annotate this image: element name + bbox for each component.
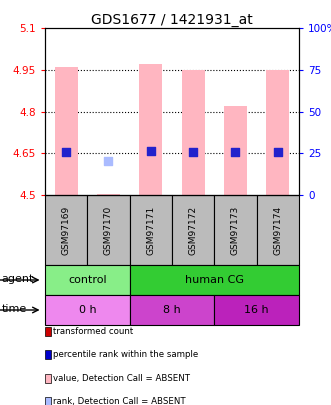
Text: agent: agent: [2, 273, 34, 283]
Bar: [45, 295, 130, 325]
Text: GSM97173: GSM97173: [231, 205, 240, 255]
Bar: [130, 195, 172, 265]
Text: control: control: [68, 275, 107, 285]
Text: GSM97169: GSM97169: [62, 205, 71, 255]
Text: transformed count: transformed count: [53, 326, 133, 336]
Bar: [45, 195, 87, 265]
Bar: [97, 194, 120, 195]
Text: percentile rank within the sample: percentile rank within the sample: [53, 350, 198, 359]
Point: [233, 149, 238, 155]
Bar: [87, 195, 130, 265]
Point: [191, 148, 196, 155]
Title: GDS1677 / 1421931_at: GDS1677 / 1421931_at: [91, 13, 253, 27]
Bar: [172, 195, 214, 265]
Bar: [130, 265, 299, 295]
Text: GSM97171: GSM97171: [146, 205, 155, 255]
Text: time: time: [2, 303, 27, 313]
Text: GSM97170: GSM97170: [104, 205, 113, 255]
Bar: [266, 70, 290, 195]
Point: [148, 147, 154, 154]
Bar: [214, 295, 299, 325]
Text: rank, Detection Call = ABSENT: rank, Detection Call = ABSENT: [53, 397, 185, 405]
Bar: [214, 195, 257, 265]
Bar: [130, 295, 214, 325]
Point: [275, 149, 280, 155]
Point: [106, 158, 111, 164]
Text: 16 h: 16 h: [244, 305, 269, 315]
Text: value, Detection Call = ABSENT: value, Detection Call = ABSENT: [53, 373, 190, 383]
Bar: [181, 70, 205, 195]
Text: 0 h: 0 h: [78, 305, 96, 315]
Point: [64, 148, 69, 155]
Bar: [139, 64, 163, 195]
Text: GSM97174: GSM97174: [273, 205, 282, 255]
Bar: [45, 265, 130, 295]
Text: human CG: human CG: [185, 275, 244, 285]
Text: GSM97172: GSM97172: [189, 205, 198, 255]
Bar: [55, 67, 78, 195]
Bar: [257, 195, 299, 265]
Text: 8 h: 8 h: [163, 305, 181, 315]
Bar: [224, 106, 247, 195]
